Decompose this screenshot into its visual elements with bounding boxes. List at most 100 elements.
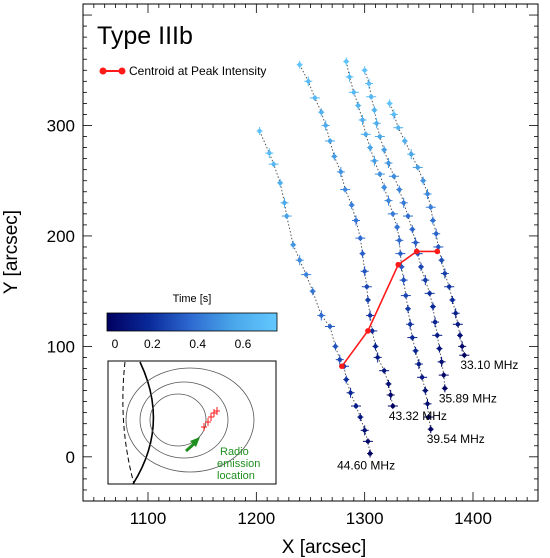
point-marker xyxy=(323,123,328,128)
data-point xyxy=(296,60,303,69)
point-marker xyxy=(423,388,428,393)
point-marker xyxy=(271,161,276,167)
y-tick-label: 300 xyxy=(47,116,75,135)
point-marker xyxy=(310,288,315,294)
inset-arrow-head xyxy=(190,437,200,447)
data-point xyxy=(340,186,351,193)
point-marker xyxy=(439,359,444,365)
point-marker xyxy=(418,264,424,270)
point-marker xyxy=(367,145,373,150)
data-point xyxy=(348,89,359,96)
point-marker xyxy=(423,277,428,283)
point-marker xyxy=(358,414,363,420)
data-point xyxy=(348,201,355,210)
legend-label: Centroid at Peak Intensity xyxy=(129,64,266,78)
data-point xyxy=(451,308,460,319)
series-label: 44.60 MHz xyxy=(337,459,395,473)
point-marker xyxy=(402,138,407,144)
inset-red-markers xyxy=(201,407,220,431)
point-marker xyxy=(360,251,365,256)
point-marker xyxy=(432,319,438,325)
point-marker xyxy=(377,134,383,139)
inset-label-line2: emission xyxy=(217,458,260,470)
point-marker xyxy=(365,439,371,444)
data-point xyxy=(325,323,335,330)
data-point xyxy=(423,188,432,199)
x-tick-label: 1400 xyxy=(454,509,492,528)
data-point xyxy=(317,310,326,321)
point-marker xyxy=(342,187,348,192)
data-point xyxy=(381,145,388,154)
point-marker xyxy=(386,198,391,203)
data-point xyxy=(418,262,424,271)
point-marker xyxy=(306,79,311,84)
data-point xyxy=(358,114,367,125)
point-marker xyxy=(430,304,436,309)
data-point xyxy=(432,332,443,339)
point-marker xyxy=(441,372,446,378)
point-marker xyxy=(338,169,344,175)
data-point xyxy=(433,243,444,250)
point-marker xyxy=(425,401,430,407)
data-point xyxy=(431,317,440,328)
data-point xyxy=(399,197,408,208)
data-point xyxy=(424,290,435,297)
colorbar-gradient xyxy=(106,312,278,332)
colorbar-ticks: 0 0.2 0.4 0.6 xyxy=(112,337,252,351)
data-point xyxy=(321,120,330,131)
colorbar-tick-label: 0 xyxy=(112,337,119,351)
x-axis-label: X [arcsec] xyxy=(282,537,366,558)
point-marker xyxy=(391,174,397,179)
y-tick-label: 100 xyxy=(47,337,75,356)
data-point xyxy=(395,250,406,257)
data-point xyxy=(393,124,404,131)
data-point xyxy=(384,195,393,206)
data-point xyxy=(361,283,372,290)
data-point xyxy=(374,133,385,140)
data-point xyxy=(325,137,335,144)
point-marker xyxy=(362,269,367,274)
data-point xyxy=(423,414,434,421)
point-marker xyxy=(435,333,440,338)
point-marker xyxy=(439,258,444,263)
point-marker xyxy=(430,218,436,223)
point-marker xyxy=(416,361,422,367)
point-marker xyxy=(344,377,349,382)
data-point xyxy=(417,374,428,381)
point-marker xyxy=(363,132,368,137)
point-marker xyxy=(327,138,333,144)
point-marker xyxy=(409,152,414,157)
point-marker xyxy=(428,427,433,432)
point-marker xyxy=(344,59,349,64)
data-point xyxy=(389,109,398,120)
inset: Radio emission location xyxy=(107,360,277,485)
point-marker xyxy=(332,154,337,159)
data-point xyxy=(366,310,375,321)
data-point xyxy=(411,237,420,248)
data-point xyxy=(355,101,362,110)
inset-loop-inner xyxy=(149,393,207,447)
centroid-track xyxy=(339,248,441,370)
point-marker xyxy=(437,346,442,351)
point-marker xyxy=(413,348,418,353)
point-marker xyxy=(442,271,448,276)
data-point xyxy=(388,173,399,180)
series-labels: 44.60 MHz 43.32 MHz 39.54 MHz 35.89 MHz 33.1… xyxy=(337,358,518,472)
colorbar-tick-label: 0.6 xyxy=(235,337,252,351)
data-point xyxy=(457,331,463,340)
point-marker xyxy=(364,284,370,289)
data-point xyxy=(401,136,408,145)
data-point xyxy=(406,319,415,330)
point-marker xyxy=(446,284,452,289)
data-point xyxy=(371,106,378,115)
point-marker xyxy=(373,344,378,349)
data-point xyxy=(379,367,390,374)
data-point xyxy=(304,76,313,87)
data-point xyxy=(399,275,408,286)
data-point xyxy=(409,225,416,234)
point-marker xyxy=(459,344,465,349)
y-axis-label: Y [arcsec] xyxy=(1,210,22,294)
point-marker xyxy=(391,112,397,117)
point-marker xyxy=(374,121,379,126)
